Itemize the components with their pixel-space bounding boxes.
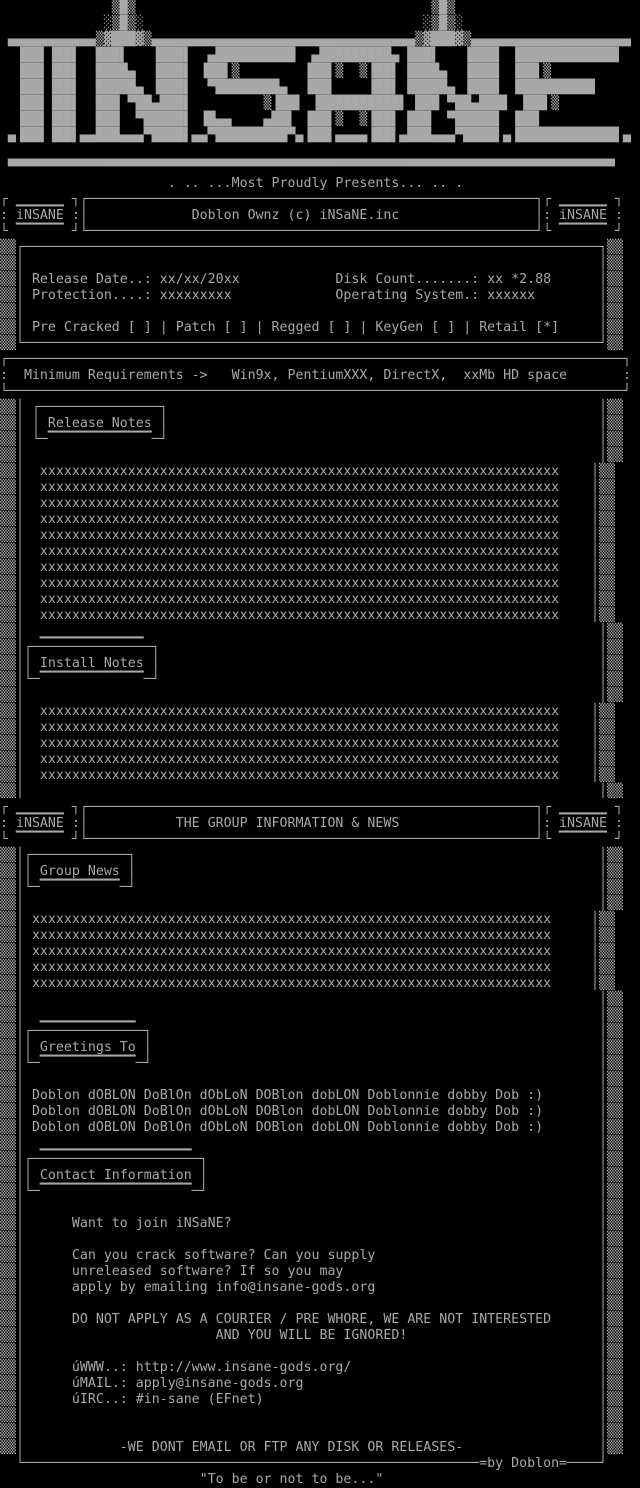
group-news-section: ▒▒│┌────────────┐ │▒▒ ▒▒││ Group News │ … <box>0 848 623 1471</box>
insane-ascii-logo: ▒█▒ ▒█▒ ░▒█▒░ ░▒█▒░ ▄▄▄▄▄▄▄▄▄▄▄▒▓███▓▒▄▄… <box>7 0 631 175</box>
minimum-requirements-bar: ┌───────────────────────────────────────… <box>0 352 631 399</box>
footer-quote: "To be or not to be..." <box>0 1472 384 1487</box>
notes-section: ▒▒│ ┌───────────────┐ │▒▒ ▒▒│ │ Release … <box>0 400 623 799</box>
release-info-box: ▒▒┌─────────────────────────────────────… <box>0 240 623 351</box>
release-title-bar: ┌ ▁▁▁▁▁▁ ┐┌─────────────────────────────… <box>0 192 623 239</box>
group-info-title-bar: ┌ ▁▁▁▁▁▁ ┐┌─────────────────────────────… <box>0 800 623 847</box>
presents-line: . .. ...Most Proudly Presents... .. . <box>0 176 464 191</box>
